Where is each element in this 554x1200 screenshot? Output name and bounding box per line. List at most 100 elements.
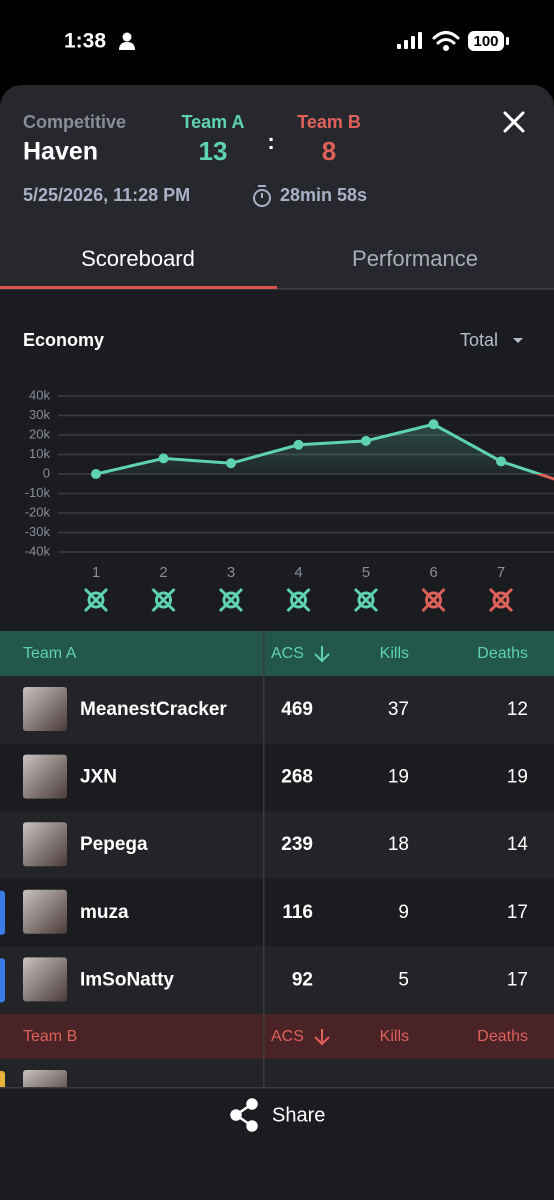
y-tick-label: 10k — [29, 446, 50, 461]
deaths: 17 — [507, 969, 528, 990]
score-separator: : — [267, 129, 274, 154]
column-header[interactable]: ACS — [271, 1028, 304, 1045]
player-name: MeanestCracker — [80, 699, 227, 720]
player-name: Pepega — [80, 834, 148, 855]
round-icon — [286, 587, 311, 613]
point — [361, 435, 371, 446]
kills: 37 — [388, 699, 409, 720]
party-marker — [0, 890, 5, 935]
share-icon[interactable] — [230, 1098, 258, 1132]
player-name: JXN — [80, 767, 117, 788]
round-icon-cross — [353, 587, 379, 613]
column-header: Team A — [23, 645, 77, 662]
column-header: Team B — [23, 1028, 77, 1045]
deaths: 14 — [507, 834, 529, 855]
column-header: Kills — [380, 1028, 409, 1045]
column-header: Deaths — [477, 1028, 528, 1045]
player-row[interactable] — [0, 811, 554, 879]
round-icon-ring — [87, 591, 105, 609]
kills: 18 — [388, 834, 409, 855]
player-row[interactable] — [0, 946, 554, 1014]
column-divider — [263, 631, 265, 1099]
round-icon-ring — [357, 591, 375, 609]
round-icon-ring — [155, 591, 172, 609]
y-tick-label: -40k — [25, 543, 51, 558]
round-icon-ring — [492, 591, 510, 609]
share-bar — [0, 1088, 554, 1200]
kills: 9 — [398, 902, 409, 923]
share-button[interactable]: Share — [272, 1104, 325, 1126]
round-icon-cross — [286, 587, 311, 613]
point — [158, 453, 169, 464]
point — [428, 419, 439, 430]
agent-avatar — [23, 822, 67, 867]
game-mode: Competitive — [23, 112, 126, 132]
tab[interactable]: Performance — [352, 246, 478, 271]
point — [91, 469, 101, 479]
column-header: Deaths — [477, 645, 528, 662]
player-row[interactable] — [0, 743, 554, 812]
player-name: ImSoNatty — [80, 969, 174, 990]
acs: 116 — [282, 902, 313, 923]
signal-icon — [397, 32, 422, 49]
agent-avatar — [23, 957, 67, 1002]
economy-title: Economy — [23, 330, 104, 350]
sort-arrow — [314, 646, 330, 663]
round-icon-ring — [222, 591, 240, 609]
column-header[interactable]: ACS — [271, 645, 304, 662]
kills: 19 — [388, 767, 409, 788]
y-tick-label: 40k — [29, 387, 50, 402]
tab-indicator — [0, 286, 277, 289]
battery — [468, 31, 504, 51]
match-date: 5/25/2026, 11:28 PM — [23, 185, 190, 205]
timer-icon — [253, 185, 271, 207]
agent-avatar — [23, 687, 67, 731]
player-name: muza — [80, 902, 129, 923]
round-icon — [353, 587, 379, 613]
team-b-label: Team B — [297, 112, 361, 132]
round-icon-cross — [151, 587, 176, 613]
table-header — [0, 631, 554, 676]
round-icon — [421, 587, 446, 613]
round-icon-cross — [83, 587, 109, 613]
party-marker — [0, 958, 5, 1003]
y-tick-label: -30k — [25, 524, 51, 539]
kills: 5 — [398, 969, 409, 990]
economy-filter[interactable]: Total — [460, 330, 498, 350]
y-tick-label: 30k — [29, 407, 50, 422]
player-row[interactable] — [0, 676, 554, 744]
y-tick-label: 0 — [43, 465, 50, 480]
sort-arrow — [314, 1029, 330, 1046]
x-tick-label: 2 — [159, 564, 167, 581]
y-tick-label: -10k — [25, 485, 51, 500]
deaths: 12 — [507, 699, 528, 720]
point — [226, 458, 236, 469]
status-time: 1:38 — [64, 30, 106, 53]
area — [96, 424, 554, 474]
acs: 239 — [281, 834, 313, 855]
tab[interactable]: Scoreboard — [81, 246, 195, 271]
acs: 92 — [292, 969, 313, 990]
acs: 469 — [281, 699, 313, 720]
x-tick-label: 5 — [362, 564, 370, 581]
battery-tip — [506, 37, 509, 45]
round-icon-ring — [425, 591, 442, 609]
dropdown-caret[interactable] — [513, 338, 523, 343]
point — [496, 456, 506, 467]
round-icon — [218, 587, 244, 613]
round-icon-cross — [218, 587, 244, 613]
player-row[interactable] — [0, 878, 554, 947]
agent-avatar — [23, 754, 67, 799]
team-a-label: Team A — [181, 112, 244, 132]
y-tick-label: -20k — [25, 504, 51, 519]
close-button[interactable] — [503, 111, 525, 133]
round-icon-cross — [421, 587, 446, 613]
scoreboard: Team A ACS Kills Deaths MeanestCracker 469 37 1… — [0, 631, 554, 1101]
x-tick-label: 1 — [92, 564, 100, 581]
acs: 268 — [281, 767, 313, 788]
round-icon — [83, 587, 109, 613]
x-tick-label: 7 — [497, 564, 505, 581]
share-divider — [0, 1087, 554, 1089]
